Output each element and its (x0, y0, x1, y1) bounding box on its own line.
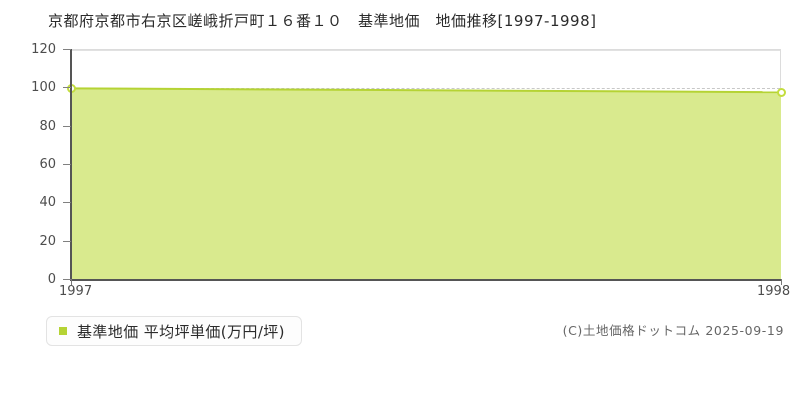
y-axis-tick-label: 60 (39, 157, 56, 172)
gridline (71, 88, 780, 90)
y-axis-tick-label: 40 (39, 195, 56, 211)
y-axis-tick-label: 20 (39, 233, 56, 249)
x-axis-tick (71, 279, 72, 285)
y-axis-tick-label: 80 (39, 118, 56, 134)
data-point-marker[interactable] (776, 87, 786, 97)
copyright-credit: (C)土地価格ドットコム 2025-09-19 (562, 323, 784, 338)
y-axis-tick (63, 240, 71, 242)
plot-area (66, 49, 786, 280)
x-axis-tick-label: 1998 (757, 284, 791, 299)
y-axis-tick (63, 87, 71, 89)
legend-label: 基準地価 平均坪単価(万円/坪) (77, 322, 285, 341)
gridline (71, 50, 780, 51)
y-axis-tick (63, 164, 71, 165)
x-axis-tick (781, 279, 782, 285)
x-axis-line (70, 279, 782, 281)
y-axis-tick (63, 279, 71, 280)
legend-swatch-icon (59, 327, 67, 335)
series-area-fill (71, 87, 781, 280)
y-axis-line (70, 49, 72, 280)
x-axis-tick-label: 1997 (59, 284, 93, 299)
y-axis-tick (63, 202, 71, 204)
y-axis-tick (63, 49, 71, 50)
chart-title: 京都府京都市右京区嵯峨折戸町１６番１０ 基準地価 地価推移[1997-1998] (48, 12, 597, 30)
y-axis-tick (63, 125, 71, 127)
legend[interactable]: 基準地価 平均坪単価(万円/坪) (46, 316, 302, 346)
y-axis-tick-label: 120 (31, 42, 56, 57)
y-axis-tick-label: 0 (47, 272, 56, 287)
y-axis-tick-label: 100 (31, 80, 56, 96)
